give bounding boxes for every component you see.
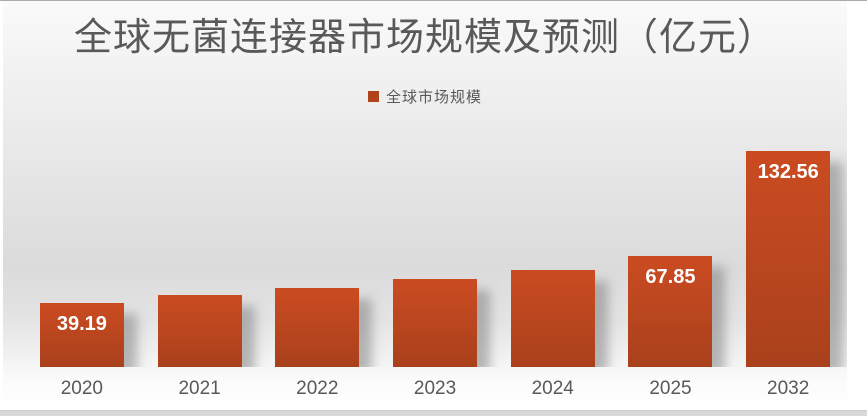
bar-value-label-2025: 67.85 — [645, 266, 696, 289]
bar-slot-2020: 39.19 — [23, 147, 141, 367]
x-axis-label-2025: 2025 — [649, 378, 692, 399]
bar-value-label-2020: 39.19 — [56, 313, 107, 336]
bar-2025: 67.85 — [628, 256, 713, 367]
plot-area: 39.19 67.85 132.56 — [23, 147, 847, 367]
x-axis-label-2022: 2022 — [296, 378, 339, 399]
top-divider — [0, 0, 867, 1]
legend-label: 全球市场规模 — [385, 89, 482, 106]
bar-2024 — [510, 269, 595, 367]
bar-2020: 39.19 — [39, 303, 124, 367]
x-axis: 2020 2021 2022 2023 2024 2025 2032 — [23, 376, 847, 402]
x-axis-label-2020: 2020 — [60, 378, 103, 399]
bar-slot-2022 — [258, 147, 376, 367]
x-axis-label-2021: 2021 — [178, 378, 221, 399]
legend-marker-icon — [367, 90, 379, 102]
bar-slot-2024 — [494, 147, 612, 367]
bar-slot-2025: 67.85 — [612, 147, 730, 367]
bar-slot-2021 — [141, 147, 259, 367]
bar-2032: 132.56 — [746, 151, 831, 367]
bar-slot-2023 — [376, 147, 494, 367]
x-axis-label-2023: 2023 — [413, 378, 457, 399]
x-axis-label-2032: 2032 — [767, 378, 810, 399]
bar-2023 — [393, 278, 478, 367]
chart-title: 全球无菌连接器市场规模及预测（亿元） — [73, 17, 776, 59]
legend: 全球市场规模 — [3, 85, 847, 107]
bottom-divider — [0, 410, 867, 416]
bar-value-label-2032: 132.56 — [757, 161, 819, 183]
chart-panel: 全球无菌连接器市场规模及预测（亿元） 全球市场规模 39.19 67.85 132.… — [3, 1, 847, 410]
x-axis-label-2024: 2024 — [531, 378, 574, 399]
bar-slot-2032: 132.56 — [729, 147, 847, 367]
bar-2021 — [157, 295, 242, 367]
bar-2022 — [275, 287, 360, 367]
